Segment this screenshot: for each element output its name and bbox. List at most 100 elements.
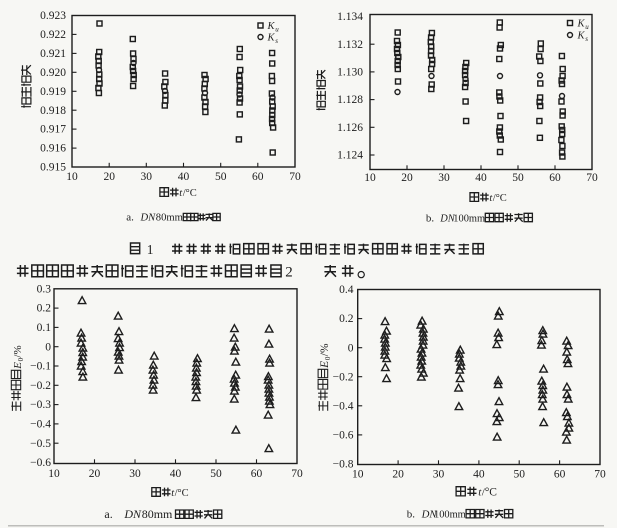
svg-text:0.4: 0.4 <box>339 284 354 296</box>
svg-text:K: K <box>577 19 586 30</box>
svg-text:60: 60 <box>554 468 566 480</box>
svg-text:°C: °C <box>485 487 498 499</box>
svg-text:0.3: 0.3 <box>37 283 52 295</box>
svg-text:−0.1: −0.1 <box>30 361 51 373</box>
svg-text:°C: °C <box>177 488 188 499</box>
svg-text:/: / <box>493 193 496 204</box>
svg-text:−0.5: −0.5 <box>30 438 51 450</box>
svg-text:100mm: 100mm <box>434 510 466 521</box>
svg-text:20: 20 <box>89 468 101 480</box>
svg-text:DN: DN <box>140 212 157 223</box>
svg-text:0.923: 0.923 <box>40 10 66 22</box>
svg-text:−0.3: −0.3 <box>30 399 51 411</box>
svg-text:1: 1 <box>147 242 154 257</box>
svg-text:u: u <box>275 25 279 33</box>
svg-text:b.: b. <box>426 212 435 224</box>
svg-text:0.2: 0.2 <box>339 313 354 325</box>
svg-text:50: 50 <box>512 172 524 184</box>
svg-text:80mm: 80mm <box>142 507 173 521</box>
svg-text:K: K <box>577 31 586 42</box>
svg-text:t: t <box>489 193 493 204</box>
svg-text:10: 10 <box>364 172 376 184</box>
svg-text:20: 20 <box>392 468 404 480</box>
svg-text:70: 70 <box>594 468 606 480</box>
svg-text:10: 10 <box>66 171 78 183</box>
svg-text:b.: b. <box>407 509 416 521</box>
svg-text:0: 0 <box>45 341 51 353</box>
svg-text:a.: a. <box>126 211 134 223</box>
svg-text:−0.4: −0.4 <box>30 419 51 431</box>
svg-text:−0.2: −0.2 <box>333 371 354 383</box>
svg-text:40: 40 <box>178 171 190 183</box>
svg-text:t: t <box>179 188 183 199</box>
svg-text:40: 40 <box>473 468 485 480</box>
svg-text:K: K <box>267 33 276 44</box>
svg-text:/%: /% <box>319 343 331 356</box>
svg-text:t: t <box>171 488 175 499</box>
svg-text:40: 40 <box>475 172 487 184</box>
svg-text:0: 0 <box>348 342 354 354</box>
svg-text:u: u <box>585 23 589 31</box>
svg-text:/: / <box>175 488 178 499</box>
svg-text:E: E <box>319 361 331 369</box>
svg-text:0.918: 0.918 <box>40 105 66 117</box>
svg-text:0.915: 0.915 <box>40 162 66 174</box>
svg-text:−0.4: −0.4 <box>333 400 354 412</box>
svg-text:E: E <box>12 362 24 370</box>
svg-text:−0.6: −0.6 <box>333 430 354 442</box>
svg-text:1.128: 1.128 <box>337 94 363 106</box>
svg-text:0: 0 <box>324 356 332 360</box>
svg-text:2: 2 <box>285 264 293 280</box>
svg-text:20: 20 <box>401 172 413 184</box>
svg-text:50: 50 <box>513 468 525 480</box>
svg-text:DN: DN <box>439 213 456 224</box>
svg-text:s: s <box>585 35 588 43</box>
svg-text:10: 10 <box>352 468 364 480</box>
svg-text:1.126: 1.126 <box>337 122 363 134</box>
svg-text:30: 30 <box>433 468 445 480</box>
svg-text:0.916: 0.916 <box>40 143 66 155</box>
svg-text:0.920: 0.920 <box>40 67 66 79</box>
svg-text:1.132: 1.132 <box>337 39 363 51</box>
svg-text:K: K <box>267 21 276 32</box>
svg-text:−0.2: −0.2 <box>30 380 51 392</box>
svg-text:1.130: 1.130 <box>337 67 363 79</box>
svg-text:70: 70 <box>586 172 598 184</box>
svg-text:0.1: 0.1 <box>37 322 52 334</box>
svg-text:0.919: 0.919 <box>40 86 66 98</box>
svg-text:t: t <box>478 487 482 499</box>
svg-text:−0.6: −0.6 <box>30 457 51 469</box>
svg-text:/%: /% <box>12 345 24 357</box>
svg-text:1.124: 1.124 <box>337 150 363 162</box>
svg-text:1.134: 1.134 <box>337 11 363 23</box>
svg-text:70: 70 <box>291 468 303 480</box>
svg-text:DN: DN <box>421 509 438 521</box>
svg-text:80mm: 80mm <box>156 212 184 223</box>
svg-text:DN: DN <box>123 507 142 521</box>
svg-text:30: 30 <box>141 171 153 183</box>
svg-text:0.922: 0.922 <box>40 29 66 41</box>
svg-text:°C: °C <box>186 188 197 199</box>
svg-text:0: 0 <box>17 357 25 361</box>
svg-text:a.: a. <box>104 507 112 521</box>
svg-text:0.917: 0.917 <box>40 124 66 136</box>
svg-text:60: 60 <box>252 171 264 183</box>
svg-text:0.2: 0.2 <box>37 303 52 315</box>
svg-text:60: 60 <box>251 468 263 480</box>
svg-text:10: 10 <box>48 468 60 480</box>
svg-text:°C: °C <box>496 193 507 204</box>
svg-text:60: 60 <box>549 172 561 184</box>
svg-text:/: / <box>482 487 486 499</box>
svg-text:30: 30 <box>438 172 450 184</box>
svg-text:40: 40 <box>170 468 182 480</box>
svg-text:50: 50 <box>215 171 227 183</box>
svg-text:70: 70 <box>289 171 301 183</box>
svg-text:30: 30 <box>129 468 141 480</box>
svg-text:s: s <box>275 37 278 45</box>
svg-text:50: 50 <box>210 468 222 480</box>
svg-text:100mm: 100mm <box>453 213 485 224</box>
svg-text:0.921: 0.921 <box>40 48 66 60</box>
svg-text:/: / <box>183 188 186 199</box>
svg-text:−0.8: −0.8 <box>333 459 354 471</box>
svg-text:20: 20 <box>103 171 115 183</box>
